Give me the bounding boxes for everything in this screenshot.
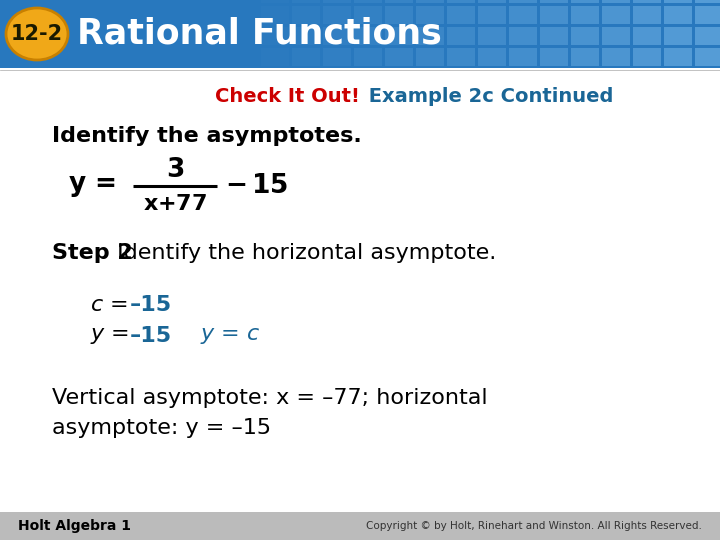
Ellipse shape	[6, 8, 68, 60]
Bar	[540, 0, 568, 3]
Bar	[695, 6, 720, 24]
Bar	[416, 48, 444, 66]
Bar	[602, 48, 630, 66]
Bar	[292, 6, 320, 24]
Bar	[602, 0, 630, 3]
Bar	[323, 48, 351, 66]
Bar	[664, 27, 692, 45]
Bar	[416, 27, 444, 45]
Bar	[602, 6, 630, 24]
Bar	[323, 0, 351, 3]
Bar	[695, 48, 720, 66]
Bar	[633, 0, 661, 3]
Bar	[416, 6, 444, 24]
Bar	[354, 0, 382, 3]
Text: –15: –15	[130, 326, 172, 346]
Text: Identify the horizontal asymptote.: Identify the horizontal asymptote.	[110, 243, 496, 263]
Bar	[292, 0, 320, 3]
Bar	[447, 48, 475, 66]
Bar	[416, 0, 444, 3]
Bar	[478, 48, 506, 66]
Text: Example 2c Continued: Example 2c Continued	[362, 86, 613, 105]
Bar	[664, 48, 692, 66]
Bar	[478, 6, 506, 24]
Text: asymptote: y = –15: asymptote: y = –15	[52, 418, 271, 438]
Text: $\mathit{y}$ = $\mathit{c}$: $\mathit{y}$ = $\mathit{c}$	[200, 326, 261, 346]
Text: $\mathit{\mathbf{x}}$$\mathbf{ + 77}$: $\mathit{\mathbf{x}}$$\mathbf{ + 77}$	[143, 194, 207, 214]
Bar	[509, 6, 537, 24]
Bar	[292, 48, 320, 66]
Bar	[385, 6, 413, 24]
Bar	[385, 48, 413, 66]
Bar	[0, 512, 720, 540]
Bar	[695, 0, 720, 3]
Bar	[633, 27, 661, 45]
Bar	[571, 27, 599, 45]
Text: Copyright © by Holt, Rinehart and Winston. All Rights Reserved.: Copyright © by Holt, Rinehart and Winsto…	[366, 521, 702, 531]
Bar	[261, 48, 289, 66]
Bar	[354, 27, 382, 45]
Text: Step 2: Step 2	[52, 243, 132, 263]
Text: $\mathit{c}$ =: $\mathit{c}$ =	[90, 295, 130, 315]
Bar	[509, 0, 537, 3]
Bar	[292, 27, 320, 45]
Text: Vertical asymptote: x = –77; horizontal: Vertical asymptote: x = –77; horizontal	[52, 388, 487, 408]
Text: Check It Out!: Check It Out!	[215, 86, 360, 105]
Text: Identify the asymptotes.: Identify the asymptotes.	[52, 126, 361, 146]
Bar	[664, 0, 692, 3]
Text: 12-2: 12-2	[11, 24, 63, 44]
Bar	[447, 27, 475, 45]
Text: Holt Algebra 1: Holt Algebra 1	[18, 519, 131, 533]
Bar	[261, 27, 289, 45]
Bar	[509, 48, 537, 66]
Bar	[571, 48, 599, 66]
Bar	[323, 6, 351, 24]
Text: Rational Functions: Rational Functions	[77, 17, 442, 51]
Text: –15: –15	[130, 295, 172, 315]
Bar	[478, 27, 506, 45]
Text: $\mathit{\mathbf{y}}$ =: $\mathit{\mathbf{y}}$ =	[68, 173, 116, 199]
Bar	[633, 6, 661, 24]
Bar	[0, 0, 720, 68]
Bar	[571, 6, 599, 24]
Bar	[261, 6, 289, 24]
Bar	[447, 0, 475, 3]
Bar	[540, 27, 568, 45]
Bar	[602, 27, 630, 45]
Bar	[385, 27, 413, 45]
Text: $\mathit{y}$ =: $\mathit{y}$ =	[90, 326, 132, 346]
Bar	[664, 6, 692, 24]
Text: $\mathbf{-\,15}$: $\mathbf{-\,15}$	[225, 173, 288, 199]
Bar	[323, 27, 351, 45]
Bar	[261, 0, 289, 3]
Bar	[571, 0, 599, 3]
Bar	[509, 27, 537, 45]
Bar	[354, 6, 382, 24]
Bar	[695, 27, 720, 45]
Bar	[540, 6, 568, 24]
Bar	[633, 48, 661, 66]
Bar	[540, 48, 568, 66]
Bar	[354, 48, 382, 66]
Bar	[385, 0, 413, 3]
Bar	[447, 6, 475, 24]
Bar	[478, 0, 506, 3]
Text: $\mathbf{3}$: $\mathbf{3}$	[166, 157, 184, 183]
